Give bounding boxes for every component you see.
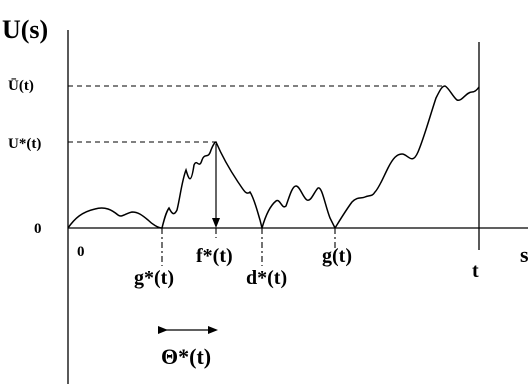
fstar-label: f*(t): [196, 245, 233, 267]
process-path: [67, 85, 480, 231]
g-label: g(t): [322, 245, 352, 267]
origin-label: 0: [77, 244, 85, 260]
x-axis-label: s: [520, 242, 529, 267]
theta-label: Θ*(t): [161, 344, 211, 369]
y-axis-label: U(s): [2, 15, 48, 44]
ubar-level-label: Ū(t): [8, 78, 34, 94]
dstar-label: d*(t): [246, 267, 287, 289]
zero-level-label: 0: [34, 221, 42, 237]
t-label: t: [472, 260, 479, 282]
ustar-level-label: U*(t): [8, 136, 41, 152]
gstar-label: g*(t): [134, 267, 174, 289]
